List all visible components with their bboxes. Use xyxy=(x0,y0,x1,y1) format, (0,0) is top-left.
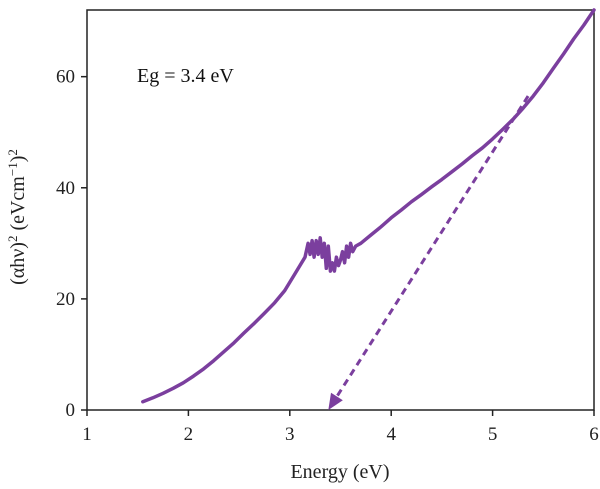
y-axis-label: (αhν)2 (eVcm−1)2 xyxy=(5,149,30,285)
y-tick-label: 60 xyxy=(56,67,75,88)
x-tick-label: 2 xyxy=(184,424,194,445)
y-axis-label-part: (αhν) xyxy=(7,242,29,285)
plot-frame xyxy=(86,9,595,411)
y-tick-label: 0 xyxy=(66,400,76,421)
y-axis-label-part: ) xyxy=(7,156,29,163)
y-tick-label: 20 xyxy=(56,289,75,310)
x-tick-label: 6 xyxy=(589,424,599,445)
y-axis-label-part: (eVcm xyxy=(7,176,29,236)
x-tick-label: 3 xyxy=(285,424,295,445)
tangent-extrapolation-line xyxy=(327,95,530,411)
x-axis-label: Energy (eV) xyxy=(290,461,389,483)
tangent-arrowhead xyxy=(328,392,343,410)
y-axis-label-superscript: 2 xyxy=(5,236,20,243)
y-axis-label-superscript: 2 xyxy=(5,149,20,156)
x-tick-label: 4 xyxy=(386,424,396,445)
x-tick-label: 5 xyxy=(488,424,498,445)
y-axis-label-superscript: −1 xyxy=(5,162,20,176)
data-series-line xyxy=(141,8,596,404)
y-tick-label: 40 xyxy=(56,178,75,199)
x-tick-label: 1 xyxy=(82,424,92,445)
energy-gap-annotation: Eg = 3.4 eV xyxy=(137,65,234,87)
